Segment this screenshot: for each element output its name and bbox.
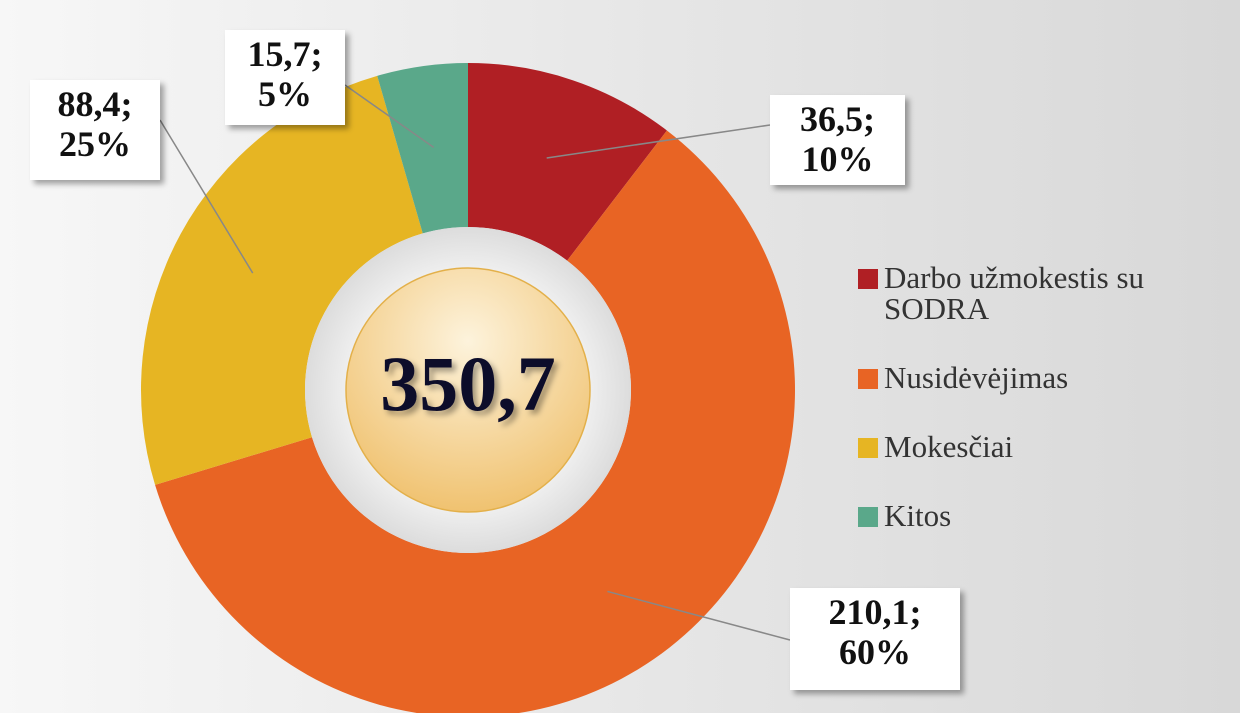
leader-line [344,84,435,149]
leader-line [607,590,791,641]
legend-swatch [858,507,878,527]
leader-line [159,119,254,274]
data-label: 5% [258,74,312,114]
legend-item: Kitos [858,500,1158,531]
legend: Darbo užmokestis su SODRA Nusidėvėjimas Mo… [858,262,1158,569]
legend-swatch [858,438,878,458]
data-label: 10% [802,139,874,179]
data-label: 88,4; [58,84,133,124]
slice [377,63,468,234]
center-label: 350,7 [380,340,556,427]
legend-label: Kitos [884,498,952,533]
label-box [225,30,345,125]
legend-label: Mokesčiai [884,429,1014,464]
slices [140,63,796,713]
slice [155,130,796,713]
legend-item: Mokesčiai [858,431,1158,462]
label-box [790,588,960,690]
label-box [30,80,160,180]
legend-label: Darbo užmokestis su SODRA [884,260,1145,326]
data-label: 36,5; [800,99,875,139]
data-label: 60% [839,632,911,672]
legend-swatch [858,269,878,289]
legend-item: Darbo užmokestis su SODRA [858,262,1158,324]
label-box [770,95,905,185]
slice [140,75,423,485]
data-label: 210,1; [829,592,922,632]
slice [468,63,667,261]
center-circle [345,267,591,513]
legend-item: Nusidėvėjimas [858,362,1158,393]
legend-swatch [858,369,878,389]
legend-label: Nusidėvėjimas [884,360,1069,395]
leader-line [546,124,771,159]
data-label: 15,7; [248,34,323,74]
data-label: 25% [59,124,131,164]
